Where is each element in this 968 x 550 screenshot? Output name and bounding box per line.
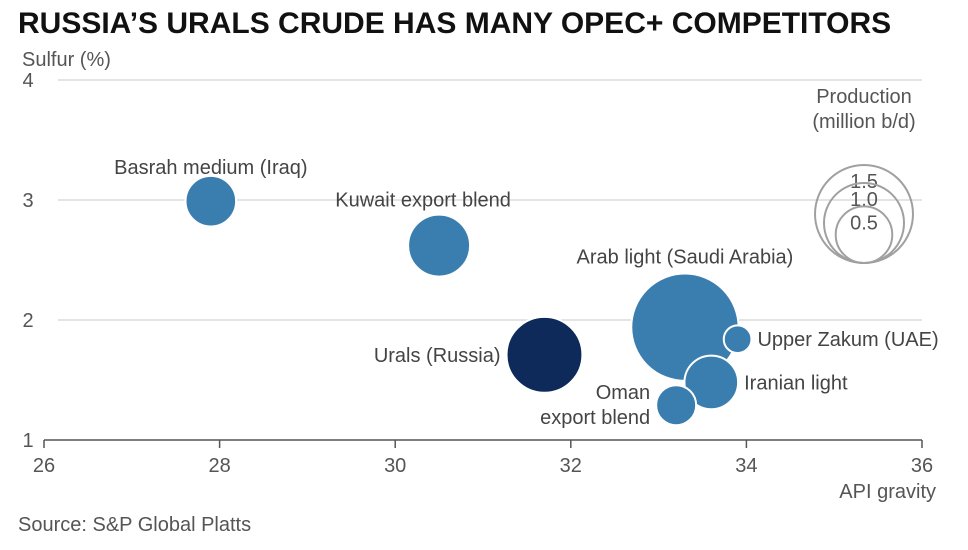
x-ticks: 26 28 30 32 34 36 — [33, 440, 933, 477]
point-label: Basrah medium (Iraq) — [114, 157, 307, 179]
point-labels: Basrah medium (Iraq) Kuwait export blend A… — [114, 157, 939, 429]
x-tick-label: 30 — [384, 455, 406, 477]
point-label: Urals (Russia) — [374, 345, 501, 367]
y-axis-label: Sulfur (%) — [22, 49, 111, 71]
y-tick-label: 3 — [22, 190, 33, 212]
data-point — [655, 384, 698, 427]
point-label: Arab light (Saudi Arabia) — [577, 247, 794, 269]
chart-title: RUSSIA’S URALS CRUDE HAS MANY OPEC+ COMP… — [18, 7, 891, 40]
point-label: Oman export blend — [540, 382, 650, 429]
data-point — [407, 213, 472, 278]
y-ticks: 1 2 3 4 — [22, 70, 33, 452]
legend-value-label: 0.5 — [850, 212, 878, 234]
data-point — [683, 354, 740, 411]
source-note: Source: S&P Global Platts — [18, 514, 251, 536]
x-axis-label: API gravity — [839, 481, 936, 503]
legend-subtitle: (million b/d) — [812, 111, 915, 133]
point-label: Iranian light — [744, 372, 848, 394]
data-point — [722, 324, 753, 355]
data-points — [184, 174, 753, 427]
point-label: Kuwait export blend — [335, 190, 511, 212]
legend-circle — [834, 205, 894, 264]
point-label: Upper Zakum (UAE) — [757, 329, 938, 351]
legend-title: Production — [816, 86, 912, 108]
y-tick-label: 2 — [22, 310, 33, 332]
x-tick-label: 36 — [911, 455, 933, 477]
data-point — [184, 174, 238, 228]
x-tick-label: 34 — [735, 455, 757, 477]
x-tick-label: 32 — [560, 455, 582, 477]
data-point — [505, 315, 584, 394]
legend-value-label: 1.0 — [850, 189, 878, 211]
y-tick-label: 1 — [22, 430, 33, 452]
size-legend: Production(million b/d)1.51.00.5 — [812, 86, 916, 265]
y-tick-label: 4 — [22, 70, 33, 92]
x-tick-label: 26 — [33, 455, 55, 477]
x-tick-label: 28 — [208, 455, 230, 477]
